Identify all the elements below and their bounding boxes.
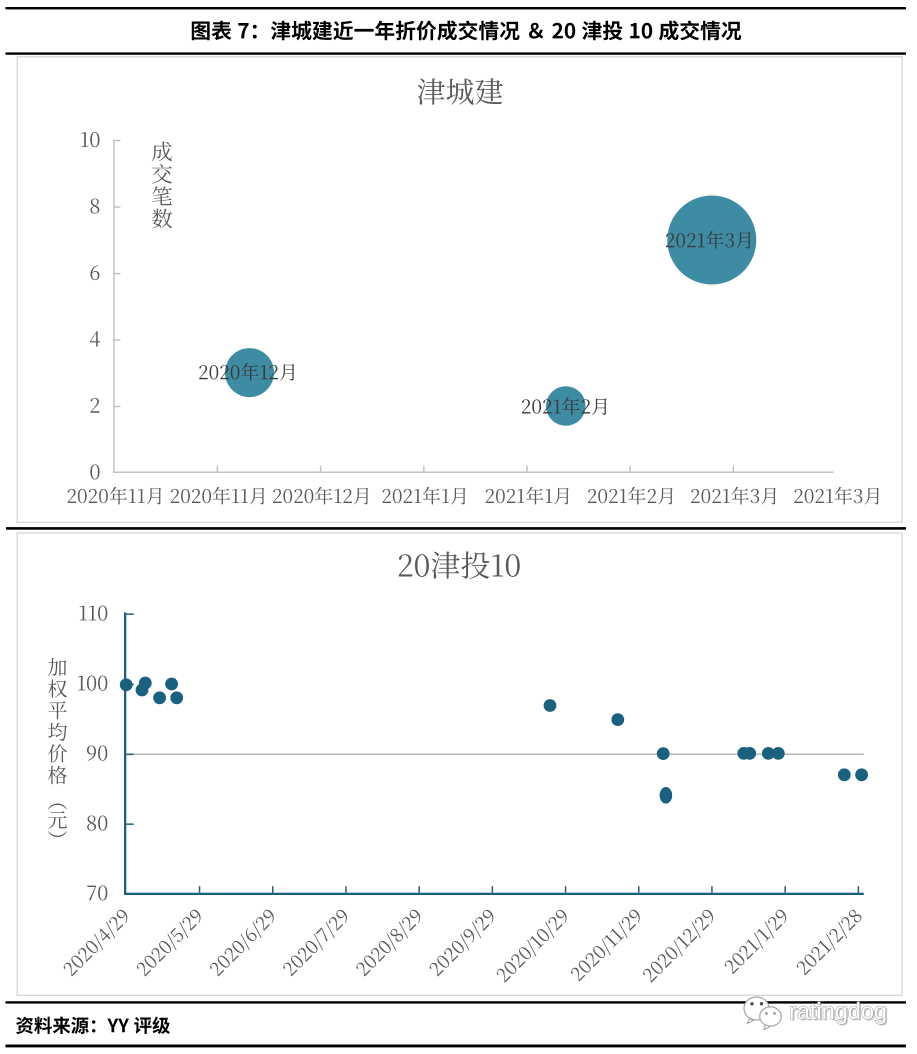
svg-text:ratingdog: ratingdog bbox=[789, 998, 887, 1024]
svg-text:ratingdog: ratingdog bbox=[791, 1000, 889, 1026]
